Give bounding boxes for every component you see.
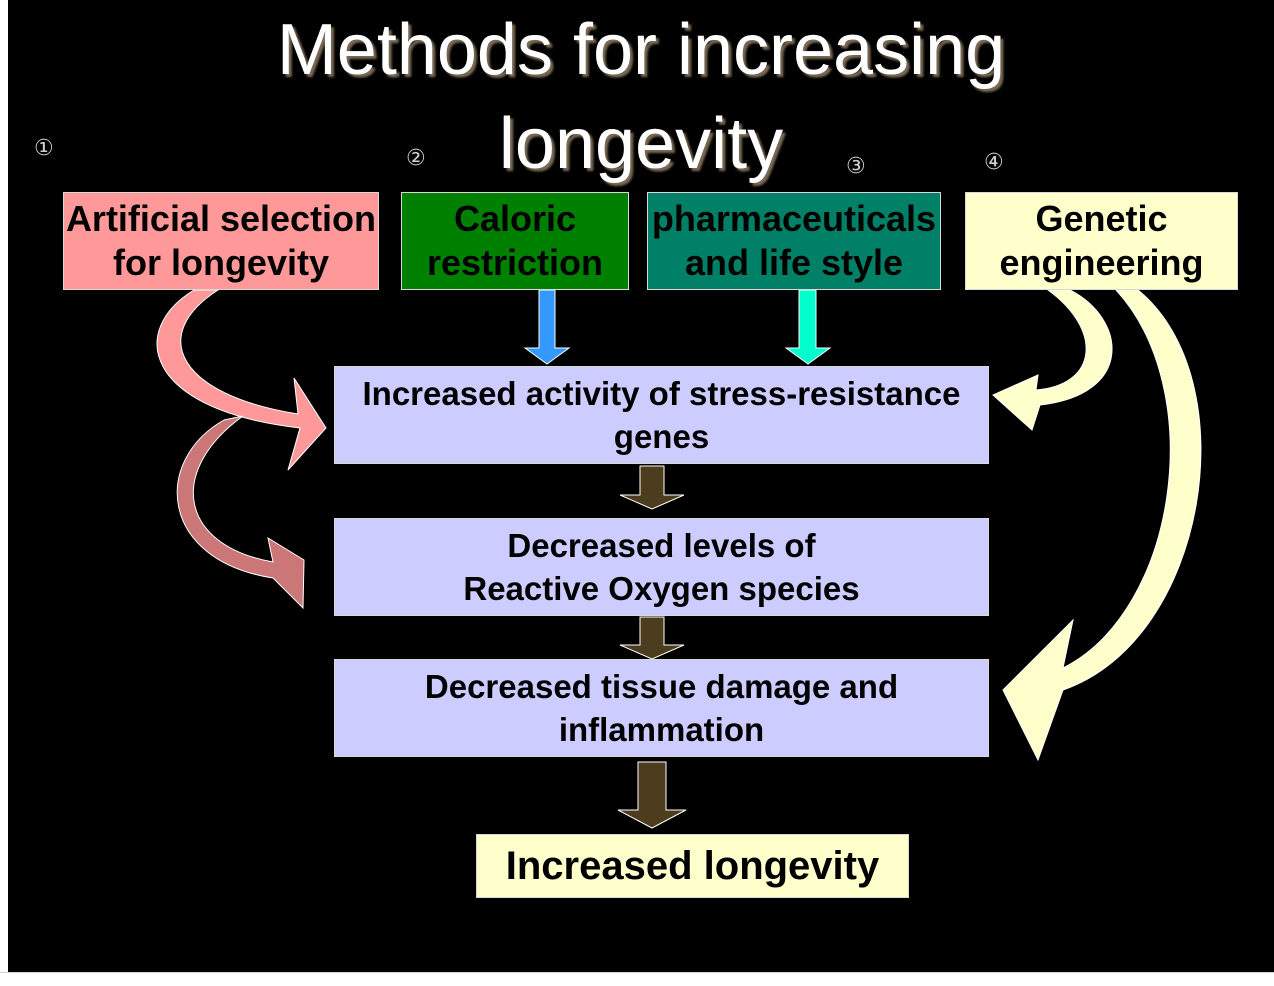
- method-pharmaceuticals: pharmaceuticals and life style: [647, 192, 941, 290]
- flow-reactive-oxygen-species-line-1: Decreased levels of: [507, 527, 816, 564]
- arrows-layer: [156, 289, 1202, 829]
- method-artificial-selection-line-2: for longevity: [112, 242, 329, 283]
- blue-down-arrow: [523, 289, 571, 365]
- slide: Methods for increasing longevity ① ② ③ ④…: [8, 0, 1274, 972]
- method-caloric-restriction: Caloric restriction: [401, 192, 629, 290]
- method-caloric-restriction-line-1: Caloric: [453, 198, 577, 239]
- method-caloric-restriction-line-2: restriction: [426, 242, 604, 283]
- flow-tissue-damage-line-1: Decreased tissue damage and: [424, 668, 899, 705]
- method-artificial-selection: Artificial selection for longevity: [63, 192, 379, 290]
- title-line-1: Methods for increasing: [276, 10, 1006, 90]
- method-pharmaceuticals-line-2: and life style: [684, 242, 904, 283]
- method-number-4: ④: [984, 150, 1004, 175]
- yellow-curved-arrow-to-genes: [992, 289, 1113, 431]
- method-number-1: ①: [34, 136, 54, 161]
- down-arrow-1: [619, 465, 685, 510]
- flow-stress-resistance-genes-line-1: Increased activity of stress-resistance: [362, 375, 961, 412]
- yellow-curved-arrow-to-tissue: [1002, 289, 1202, 762]
- pink-curved-arrow-to-ros: [176, 415, 305, 610]
- method-number-2: ②: [406, 146, 426, 171]
- pink-curved-arrow-to-genes: [156, 289, 327, 471]
- method-pharmaceuticals-line-1: pharmaceuticals: [651, 198, 937, 239]
- method-artificial-selection-line-1: Artificial selection: [65, 198, 377, 239]
- flow-stress-resistance-genes-line-2: genes: [613, 418, 710, 455]
- flow-tissue-damage: Decreased tissue damage and inflammation: [334, 659, 989, 757]
- method-number-3: ③: [846, 154, 866, 179]
- cyan-down-arrow: [784, 289, 832, 365]
- bottom-edge: [0, 972, 1274, 986]
- method-genetic-engineering-line-1: Genetic: [1035, 198, 1168, 239]
- flow-tissue-damage-line-2: inflammation: [558, 711, 765, 748]
- down-arrow-2: [619, 616, 685, 660]
- flow-reactive-oxygen-species: Decreased levels of Reactive Oxygen spec…: [334, 518, 989, 616]
- down-arrow-3: [617, 761, 687, 829]
- flow-stress-resistance-genes: Increased activity of stress-resistance …: [334, 366, 989, 464]
- flow-reactive-oxygen-species-line-2: Reactive Oxygen species: [463, 570, 860, 607]
- method-genetic-engineering: Genetic engineering: [965, 192, 1238, 290]
- outcome-label: Increased longevity: [505, 844, 880, 888]
- title-line-2: longevity: [498, 104, 784, 184]
- outcome-increased-longevity: Increased longevity: [476, 834, 909, 898]
- method-genetic-engineering-line-2: engineering: [999, 242, 1204, 283]
